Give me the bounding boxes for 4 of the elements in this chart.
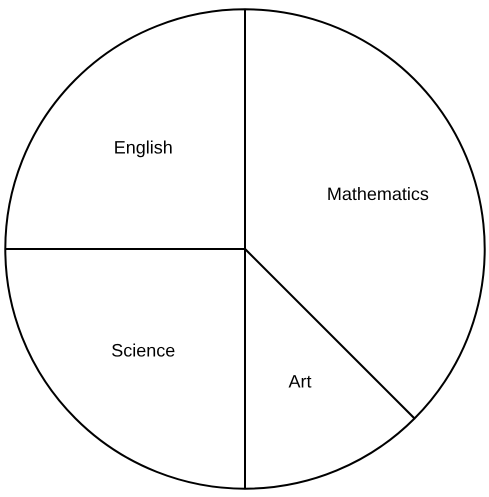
slice-label: Art	[288, 371, 312, 392]
slice-label: Mathematics	[326, 184, 429, 204]
slice-label: English	[114, 138, 173, 158]
slice-label: Science	[111, 340, 176, 360]
